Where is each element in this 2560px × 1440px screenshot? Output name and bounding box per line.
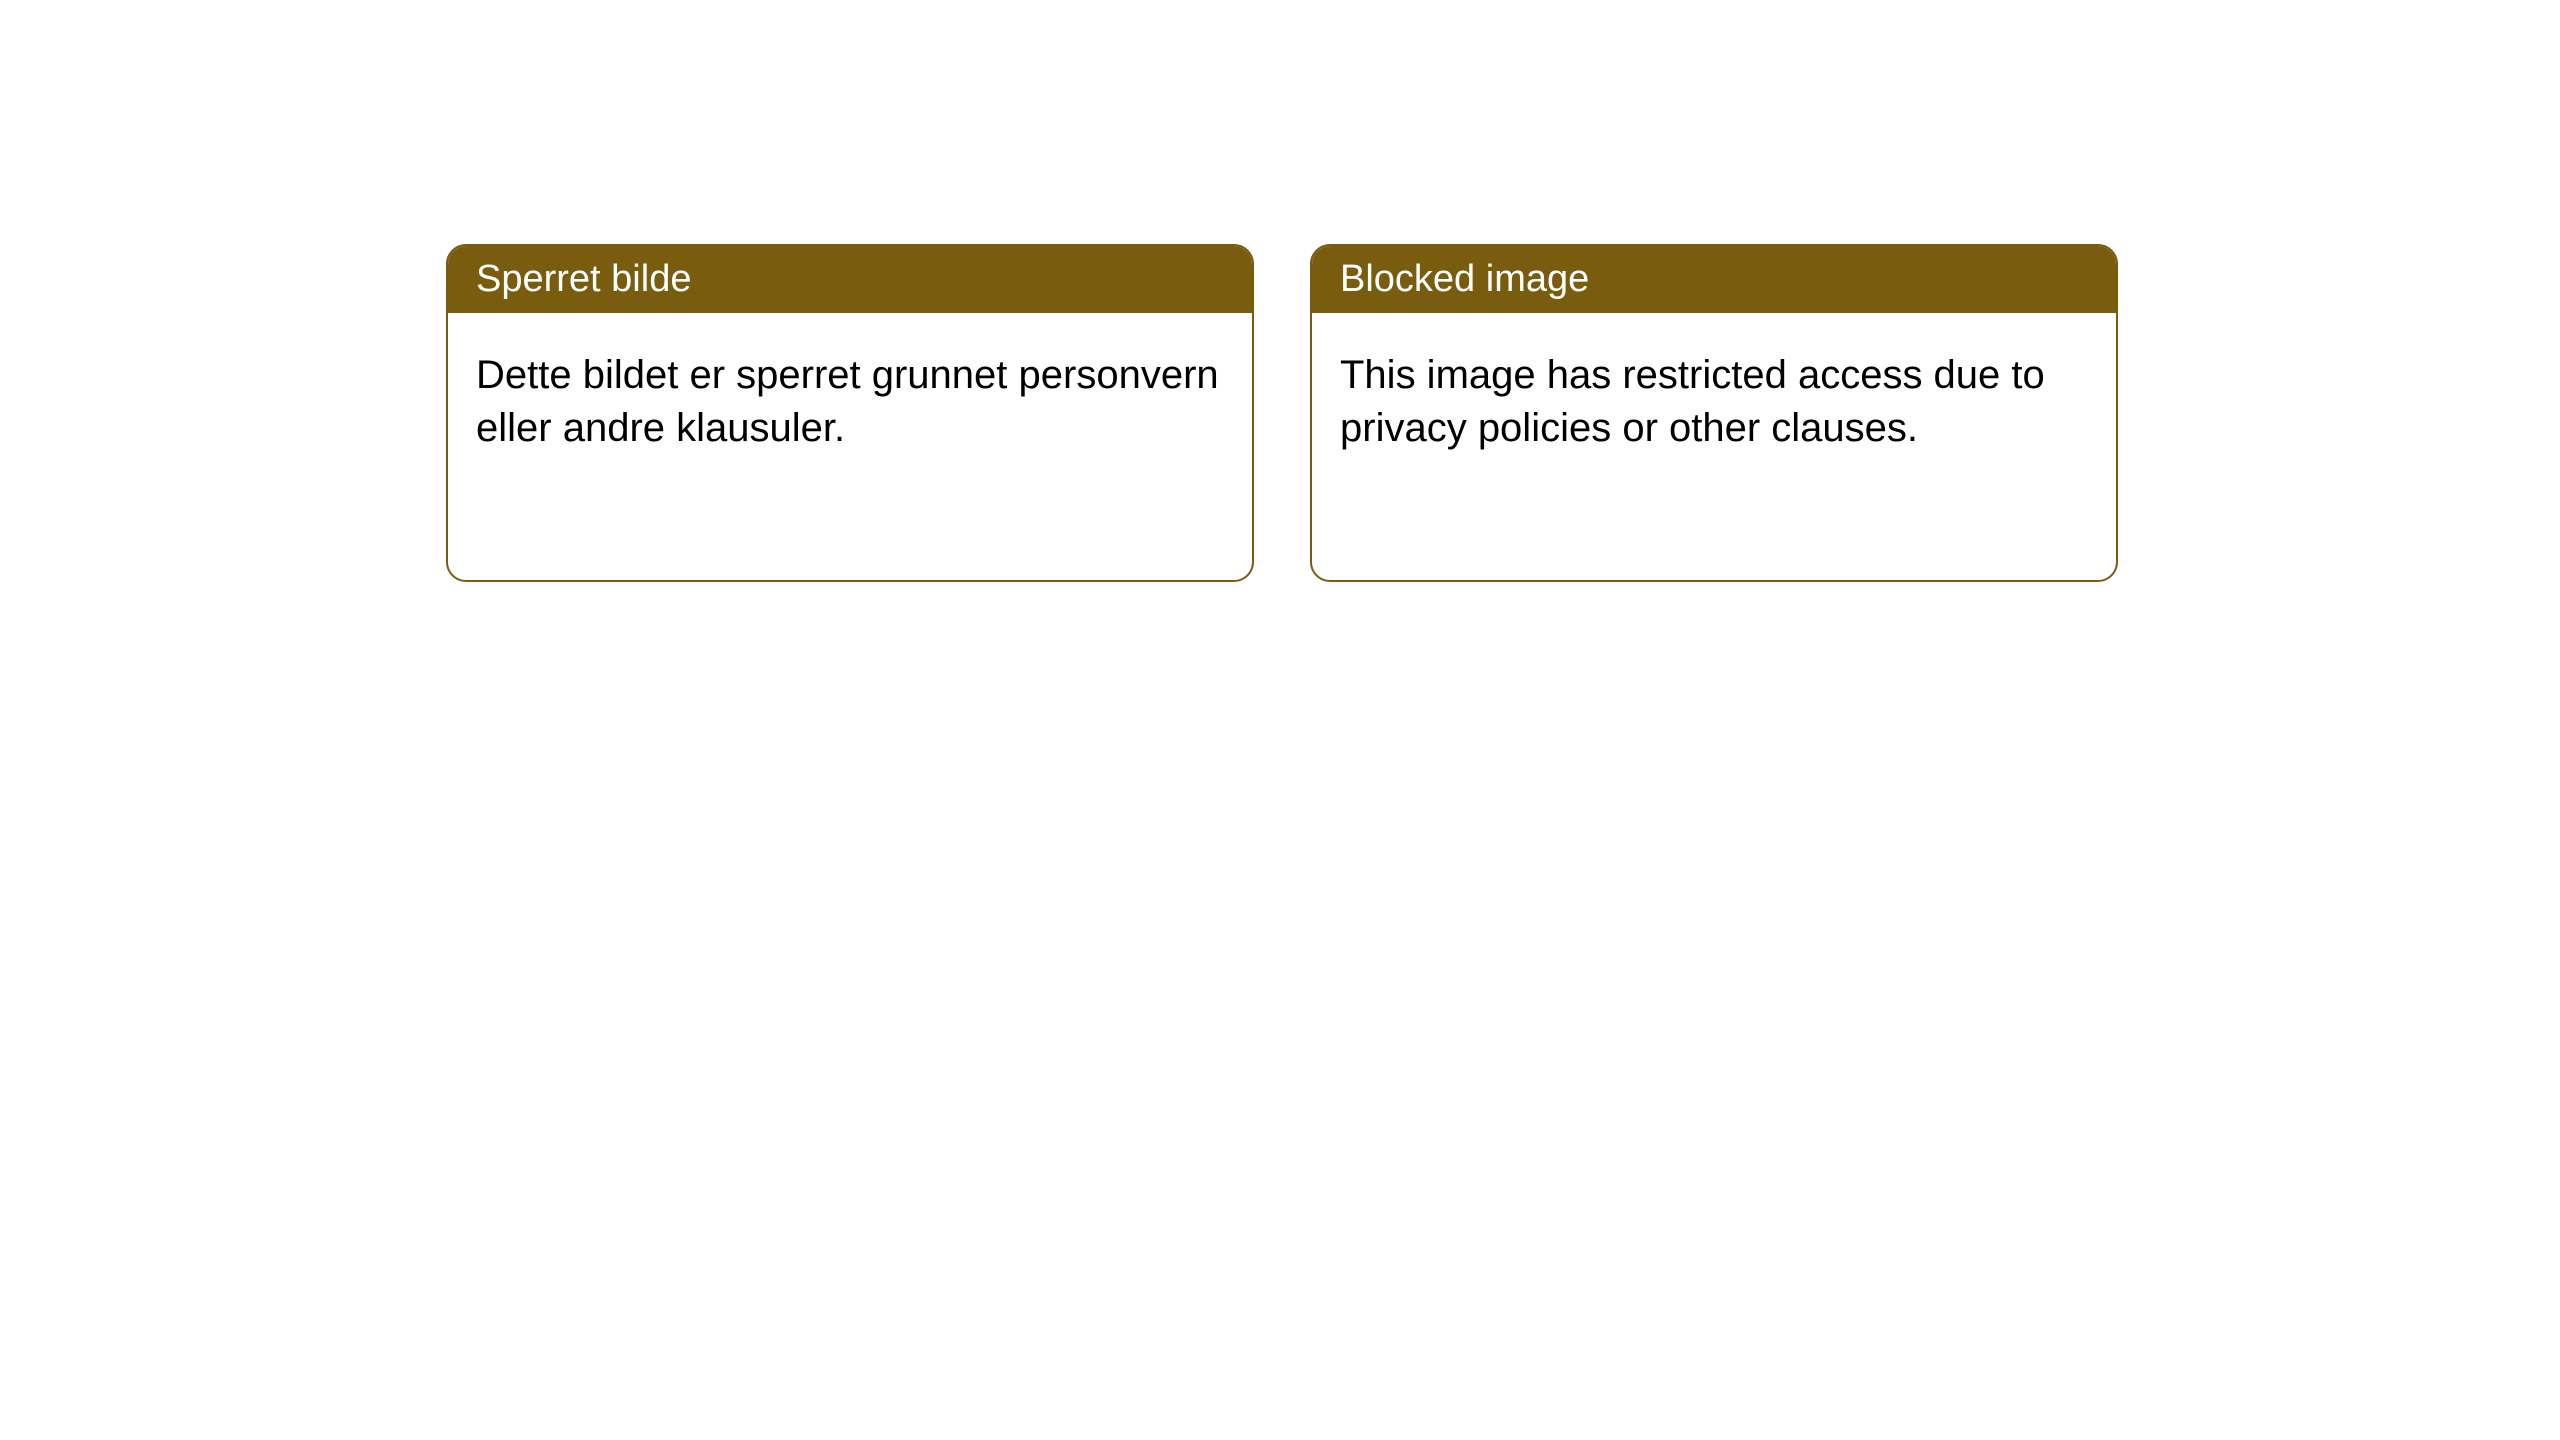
card-body-text: This image has restricted access due to …: [1340, 353, 2045, 450]
card-body-text: Dette bildet er sperret grunnet personve…: [476, 353, 1219, 450]
blocked-image-card-no: Sperret bilde Dette bildet er sperret gr…: [446, 244, 1254, 582]
card-body: Dette bildet er sperret grunnet personve…: [448, 313, 1252, 491]
card-title: Blocked image: [1340, 258, 1589, 300]
card-title: Sperret bilde: [476, 258, 691, 300]
blocked-image-card-en: Blocked image This image has restricted …: [1310, 244, 2118, 582]
card-header: Blocked image: [1312, 246, 2116, 313]
card-header: Sperret bilde: [448, 246, 1252, 313]
card-body: This image has restricted access due to …: [1312, 313, 2116, 491]
notice-cards-container: Sperret bilde Dette bildet er sperret gr…: [0, 0, 2560, 582]
